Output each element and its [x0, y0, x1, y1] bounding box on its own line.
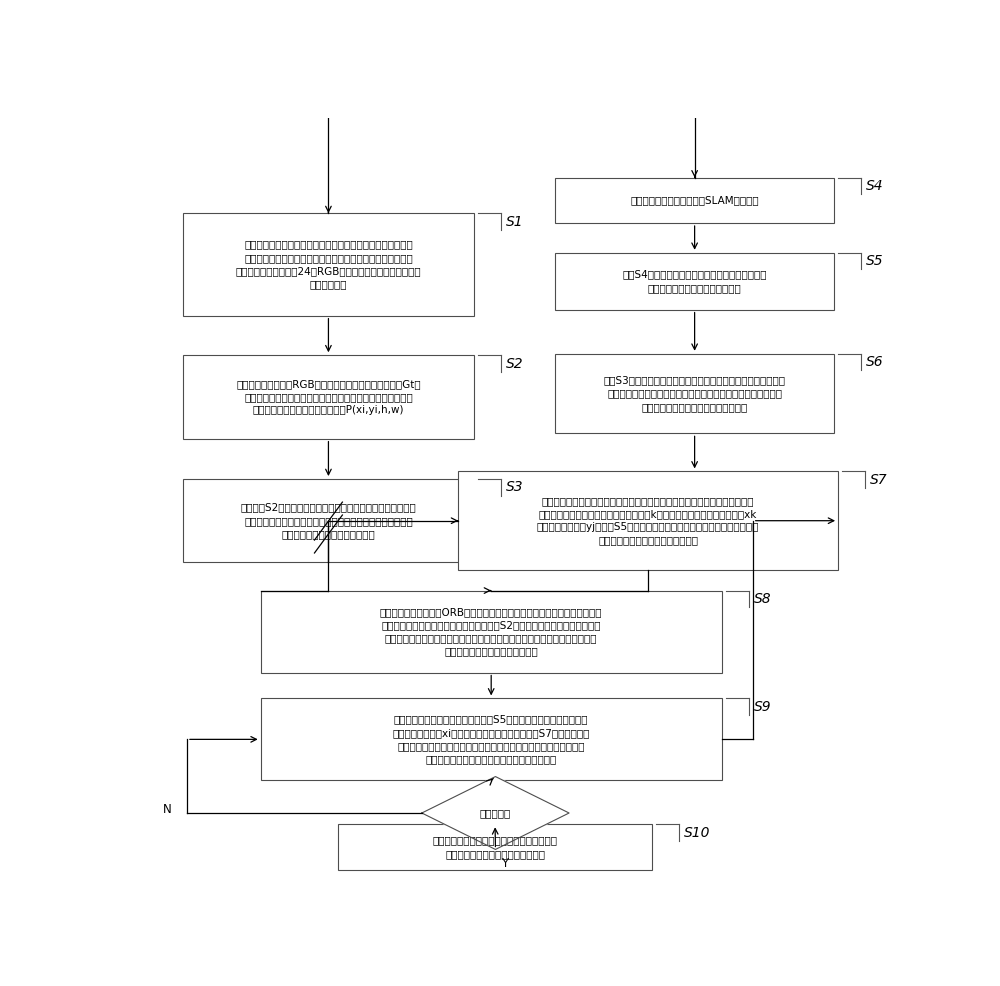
Text: 剔除各局部地图中的冗余关键帧，输出具有果
实检测语义信息的果园环境全局地图: 剔除各局部地图中的冗余关键帧，输出具有果 实检测语义信息的果园环境全局地图 [433, 835, 558, 859]
Text: S4: S4 [866, 178, 884, 193]
Bar [183, 479, 474, 562]
Text: 提取每一个关键帧中的ORB特征描述子，映射出机器人在不同时刻处于不同位
姿下的局部地图以及关键帧信息，并行启动S2的果实检测线程为每一个关键帧
输出对应的果实语: 提取每一个关键帧中的ORB特征描述子，映射出机器人在不同时刻处于不同位 姿下的局… [380, 606, 602, 657]
Text: 基于S3步骤获得的果实检测信息确定激光雷达扫描区域，使用激
光雷达扫描获得果实位置的点云信息并与视觉里程计的深度数据
进行配准，输出融合后的图像深度信息: 基于S3步骤获得的果实检测信息确定激光雷达扫描区域，使用激 光雷达扫描获得果实位… [604, 376, 786, 412]
Text: S10: S10 [684, 825, 710, 840]
Text: S6: S6 [866, 355, 884, 369]
Bar [555, 177, 834, 223]
Text: 根据S4的运动模型建立最小二乘法损失函数，作为
后续非线性优化问题的求解空间；: 根据S4的运动模型建立最小二乘法损失函数，作为 后续非线性优化问题的求解空间； [622, 269, 767, 293]
Bar [555, 252, 834, 310]
Text: 利用融合深度信息，将距离机器人最近的果实目标作为下一时刻运动方向，更
新机器人视觉里程计数据，获取机器人在k时刻基于视觉里程计的观测位姿xk
与对应的图像信息y: 利用融合深度信息，将距离机器人最近的果实目标作为下一时刻运动方向，更 新机器人视… [537, 496, 759, 545]
Text: S8: S8 [754, 592, 771, 606]
Text: S5: S5 [866, 254, 884, 268]
Bar [261, 591, 722, 672]
Bar [261, 698, 722, 780]
Text: S7: S7 [870, 472, 887, 487]
Text: S2: S2 [506, 357, 523, 371]
Text: 通过传感器读入原始RGB彩色果实图像获取图像矩阵信息Gt，
利用果实目标检测模型框架进行果实目标的个体检测，输出图
像中的各个果实个体的检测框信息P(xi,yi: 通过传感器读入原始RGB彩色果实图像获取图像矩阵信息Gt， 利用果实目标检测模型… [236, 379, 421, 415]
Text: S1: S1 [506, 215, 523, 229]
Text: 搭建基于深度相机的图像采集装置，装置搭建过程中需要保证
相机各类传感器（包括光学传感器、红外传感器以及激光传感
器）前无遮挡，获取到24位RGB彩色果实原始图像: 搭建基于深度相机的图像采集装置，装置搭建过程中需要保证 相机各类传感器（包括光学… [236, 240, 421, 289]
Text: S9: S9 [754, 700, 771, 714]
Text: S3: S3 [506, 480, 523, 494]
Text: 利用经过S2步骤处理得到的果实检测框计算果实中心点距离移
动机器人平台的相对角度与相对距离，获取视野内各个果实的
方位信息并在移动过程中实时更新: 利用经过S2步骤处理得到的果实检测框计算果实中心点距离移 动机器人平台的相对角度… [241, 503, 416, 539]
Text: 建图结束？: 建图结束？ [480, 808, 511, 818]
Bar [458, 471, 838, 570]
Text: Y: Y [501, 857, 508, 870]
Text: 利用高斯牛顿法建立迭代模型求解使S5中建立的最小二乘法损失函数
最小化的位姿信息xi作为当前时刻的位姿输出，返回S7获得机器人在
运动过程中的位姿变化数据，利用: 利用高斯牛顿法建立迭代模型求解使S5中建立的最小二乘法损失函数 最小化的位姿信息… [392, 715, 590, 764]
Bar [183, 213, 474, 316]
Text: N: N [163, 803, 172, 815]
Polygon shape [422, 777, 569, 850]
Bar [183, 355, 474, 439]
Bar [338, 824, 652, 870]
Text: 并行开始建图线程，并建立SLAM运动模型: 并行开始建图线程，并建立SLAM运动模型 [630, 195, 759, 205]
Bar [555, 354, 834, 434]
